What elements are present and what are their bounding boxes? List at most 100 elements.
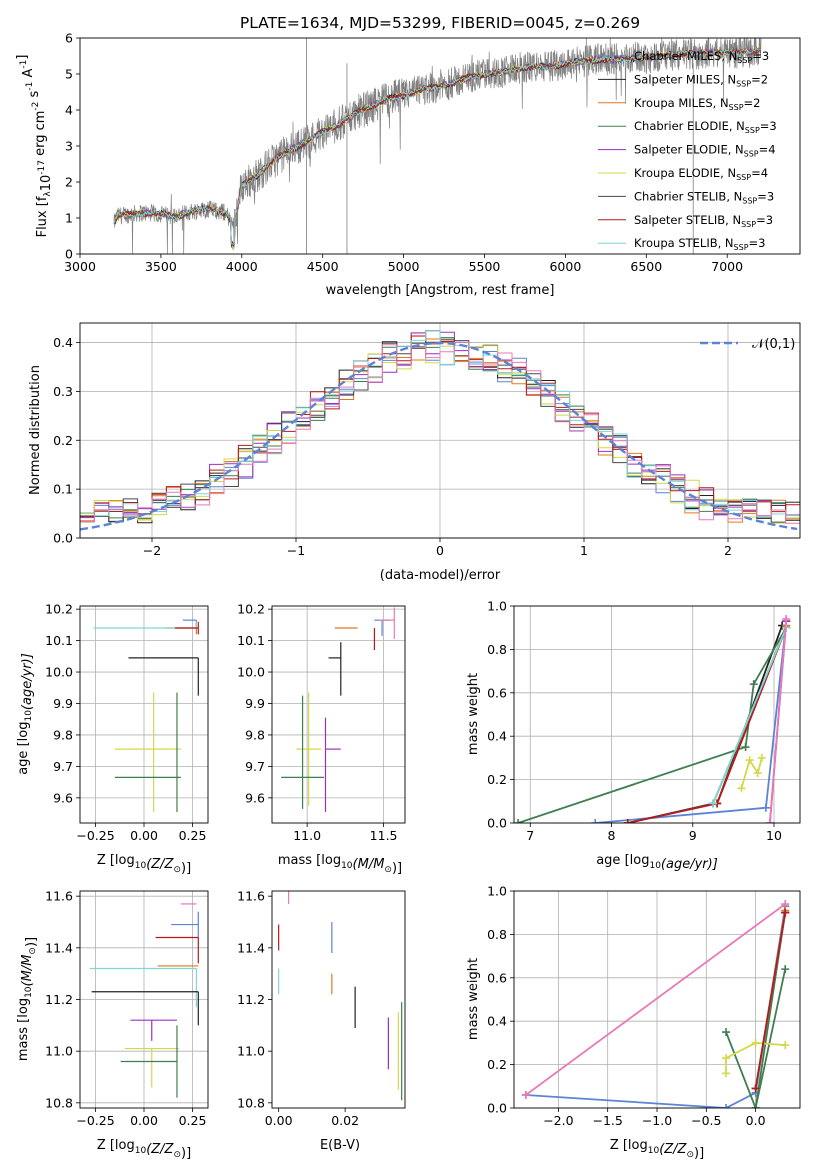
y-tick-label: 0.0 [53,531,73,546]
x-tick-label: 1 [580,543,588,558]
y-tick-label: 9.8 [53,727,73,742]
axes-frame [271,890,406,1109]
y-tick-label: 0.6 [487,685,507,700]
y-tick-label: 9.6 [245,790,265,805]
legend-entry: Kroupa STELIB, NSSP=3 [634,236,765,252]
series-marker [521,1090,530,1099]
y-tick-label: 11.4 [237,940,265,955]
y-tick-label: 0.4 [53,335,73,350]
y-tick-label: 10.1 [45,633,73,648]
series-line [754,912,787,1089]
x-tick-label: 11.5 [370,828,398,843]
x-tick-label: −0.5 [691,1113,721,1128]
series-line [725,968,787,1108]
series-marker [722,1069,731,1078]
y-tick-label: 11.6 [237,889,265,904]
x-tick-label: −0.25 [76,1113,114,1128]
panel-age-vs-mass: 11.0 11.5 9.6 9.7 9.8 9.9 10.0 10.1 10.2 mass [lo… [237,602,406,876]
x-tick-label: 2 [724,543,732,558]
y-tick-label: 11.0 [237,1044,265,1059]
x-axis-label: mass [log10(M/M⊙)] [278,853,402,876]
panel-mass-vs-EBV: 0.00 0.02 10.8 11.0 11.2 11.4 11.6 E(B-V) [237,889,406,1153]
x-tick-label: 5500 [469,259,501,274]
x-tick-label: 8 [608,828,616,843]
x-axis-label: Z [log10(Z/Z⊙)] [97,853,191,876]
x-axis-label: (data-model)/error [380,568,501,583]
y-tick-label: 9.7 [245,759,265,774]
y-tick-label: 6 [65,31,73,46]
panel-age-vs-Z: −0.25 0.00 0.25 9.6 9.7 9.8 9.9 10.0 10.1 10.2 Z [… [16,602,209,876]
series-line [769,618,788,823]
x-tick-label: −1 [287,543,305,558]
y-tick-label: 0.4 [487,729,507,744]
x-tick-label: 0.02 [331,1113,359,1128]
y-tick-label: 0.8 [487,642,507,657]
error-bar-point [171,911,199,938]
error-bar-point [175,621,199,635]
series-line [712,627,788,804]
x-tick-label: 6500 [630,259,662,274]
series-line [725,1041,786,1074]
x-tick-label: 7000 [711,259,743,274]
x-tick-label: 3500 [145,259,177,274]
error-bar-point [379,607,395,640]
legend: Chabrier MILES, NSSP=3 Salpeter MILES, NS… [598,49,777,252]
panel-spectrum: 3000 3500 4000 4500 5000 5500 6000 6500 7000 0 1 2 3… [15,31,801,298]
error-bar-point [374,619,390,636]
series-marker [722,1054,731,1063]
legend-entry: Salpeter ELODIE, NSSP=4 [634,143,776,159]
series-marker [751,1084,760,1093]
error-bar-point [93,621,197,629]
error-bar-point [128,657,199,696]
y-tick-label: 11.0 [45,1044,73,1059]
y-tick-label: 9.8 [245,727,265,742]
y-tick-label: 10.8 [45,1095,73,1110]
y-tick-label: 10.2 [45,602,73,617]
x-axis-label: wavelength [Angstrom, rest frame] [326,283,555,298]
x-tick-label: −2.0 [543,1113,573,1128]
x-tick-label: −2 [143,543,161,558]
series-marker [761,803,770,812]
y-tick-label: 0.2 [487,1057,507,1072]
axes-frame [79,322,801,539]
x-tick-label: −1.5 [593,1113,623,1128]
error-bar-point [155,936,199,964]
x-axis-label: Z [log10(Z/Z⊙)] [610,1138,704,1161]
series-line [627,627,788,823]
series-marker [722,1028,731,1037]
x-tick-label: 0.00 [130,828,158,843]
normal-curve [80,341,798,531]
y-tick-label: 1 [65,211,73,226]
x-tick-label: −0.25 [76,828,114,843]
x-tick-label: 7 [526,828,534,843]
error-bar-point [324,717,341,812]
y-axis-label: mass [log10(M/M⊙)] [16,937,39,1061]
series-marker [709,799,718,808]
axes-frame [271,605,406,824]
panel-massweight-vs-Z: −2.0 −1.5 −1.0 −0.5 0.0 0.0 0.2 0.4 0.6 0.8 1.0 Z [… [466,884,801,1161]
series-marker [765,819,774,823]
legend-entry: 𝒩(0,1) [752,337,795,352]
model-line [113,48,761,245]
legend-entry: Kroupa MILES, NSSP=2 [634,96,760,112]
axes-frame [513,605,801,824]
error-bar-point [114,692,181,812]
error-bar-point [91,991,199,1026]
y-tick-label: 2 [65,175,73,190]
y-tick-label: 11.6 [45,889,73,904]
legend-entry: Salpeter MILES, NSSP=2 [634,72,768,88]
y-tick-label: 0.2 [487,772,507,787]
axes-frame [513,890,801,1109]
series-marker [753,769,762,778]
y-tick-label: 5 [65,67,73,82]
series-marker [781,1041,790,1050]
axes-frame [79,605,209,824]
y-tick-label: 0.8 [487,927,507,942]
series-line [525,906,787,1108]
y-axis-label: Normed distribution [28,365,43,495]
x-tick-label: 4500 [307,259,339,274]
histogram-step [80,341,800,538]
series-marker [782,615,791,624]
y-tick-label: 9.9 [245,696,265,711]
series-marker [781,908,790,917]
